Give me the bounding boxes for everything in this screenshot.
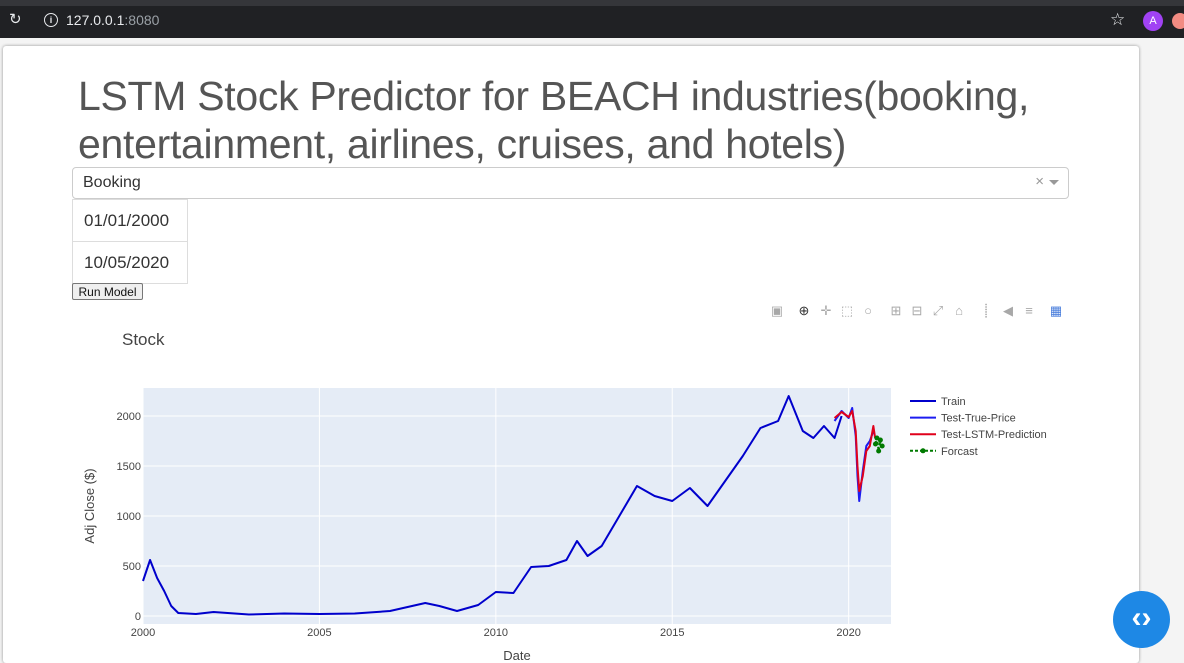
start-date-value: 01/01/2000 [84,211,170,230]
spike-lines-icon[interactable]: ⸽ [984,303,988,318]
pan-icon[interactable]: ✛ [820,303,832,318]
end-date-value: 10/05/2020 [84,253,170,272]
url-host: 127.0.0.1 [66,12,125,28]
reset-axes-icon[interactable]: ⌂ [955,303,963,318]
browser-toolbar: ↻ i 127.0.0.1:8080 ☆ A [0,0,1184,38]
industry-dropdown[interactable]: Booking × [72,167,1069,199]
url-port: :8080 [124,12,160,28]
clear-icon[interactable]: × [1035,173,1044,190]
autoscale-icon[interactable]: ⤢ [932,303,944,318]
page-title: LSTM Stock Predictor for BEACH industrie… [78,73,1030,167]
lasso-icon[interactable]: ○ [864,303,872,318]
plotly-logo-icon[interactable]: ▦ [1049,303,1063,318]
tab-strip [0,0,1184,6]
profile-avatar[interactable]: A [1143,11,1163,31]
start-date-input[interactable]: 01/01/2000 [72,199,188,242]
end-date-input[interactable]: 10/05/2020 [72,241,188,284]
zoom-in-icon[interactable]: ⊞ [890,303,902,318]
hover-compare-icon[interactable]: ≡ [1025,303,1033,318]
zoom-out-icon[interactable]: ⊟ [911,303,923,318]
site-info-icon[interactable]: i [44,13,58,27]
run-model-button[interactable]: Run Model [72,283,143,300]
extension-icon[interactable] [1172,13,1184,29]
reload-icon[interactable]: ↻ [9,11,22,28]
dropdown-selected-value: Booking [83,174,141,191]
camera-icon[interactable]: ▣ [770,303,784,318]
code-toggle-button[interactable]: ‹› [1113,591,1170,648]
bookmark-star-icon[interactable]: ☆ [1110,10,1126,29]
box-select-icon[interactable]: ⬚ [840,303,854,318]
zoom-icon[interactable]: ⊕ [798,303,810,318]
hover-closest-icon[interactable]: ◀ [1003,303,1013,318]
address-bar[interactable]: 127.0.0.1:8080 [66,12,159,28]
chevron-down-icon[interactable] [1049,180,1059,185]
